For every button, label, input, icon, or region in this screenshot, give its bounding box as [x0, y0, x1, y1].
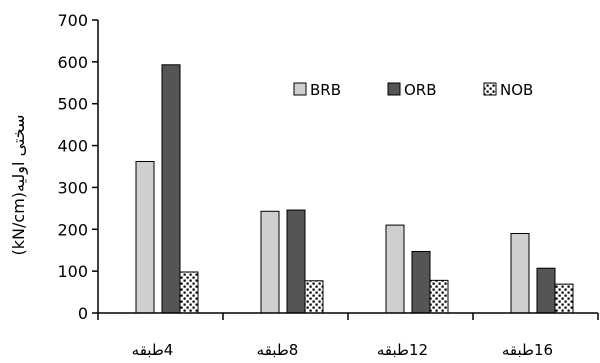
legend: BRB ORB NOB	[293, 81, 533, 99]
bar-orb-4	[536, 267, 556, 314]
x-category-label: 16طبقه	[502, 341, 553, 359]
legend-swatch-nob	[483, 82, 497, 96]
x-category-label: 8طبقه	[257, 341, 299, 359]
y-tick-label: 100	[57, 262, 88, 281]
bar-orb-1	[161, 64, 181, 314]
y-tick-label: 700	[57, 11, 88, 30]
legend-swatch-brb	[293, 82, 307, 96]
y-tick-label: 600	[57, 53, 88, 72]
bars-group	[135, 64, 574, 314]
bar-brb-4	[510, 232, 530, 314]
y-tick-label: 200	[57, 220, 88, 239]
y-axis-ticks: 0 100 200 300 400 500 600 700	[57, 11, 98, 323]
y-axis-title-group: (kN/cm)سختی اولیه	[9, 115, 29, 256]
legend-label-brb: BRB	[310, 81, 341, 99]
bar-brb-3	[385, 224, 405, 314]
legend-label-nob: NOB	[500, 81, 533, 99]
axes-group	[97, 20, 599, 320]
y-axis-title: (kN/cm)سختی اولیه	[9, 115, 29, 256]
y-tick-label: 0	[78, 304, 88, 323]
x-axis-category-labels: 4طبقه 8طبقه 12طبقه 16طبقه	[132, 341, 553, 359]
bar-nob-3	[429, 279, 449, 314]
y-tick-label: 500	[57, 95, 88, 114]
legend-label-orb: ORB	[404, 81, 437, 99]
x-category-label: 4طبقه	[132, 341, 174, 359]
bar-orb-2	[286, 209, 306, 314]
x-category-label: 12طبقه	[377, 341, 428, 359]
legend-swatch-orb	[387, 82, 401, 96]
y-tick-label: 300	[57, 178, 88, 197]
bar-brb-1	[135, 160, 155, 314]
bar-brb-2	[260, 210, 280, 314]
bar-nob-4	[554, 283, 574, 314]
y-tick-label: 400	[57, 137, 88, 156]
bar-nob-2	[304, 280, 324, 314]
bar-orb-3	[411, 250, 431, 314]
bar-nob-1	[179, 271, 199, 314]
